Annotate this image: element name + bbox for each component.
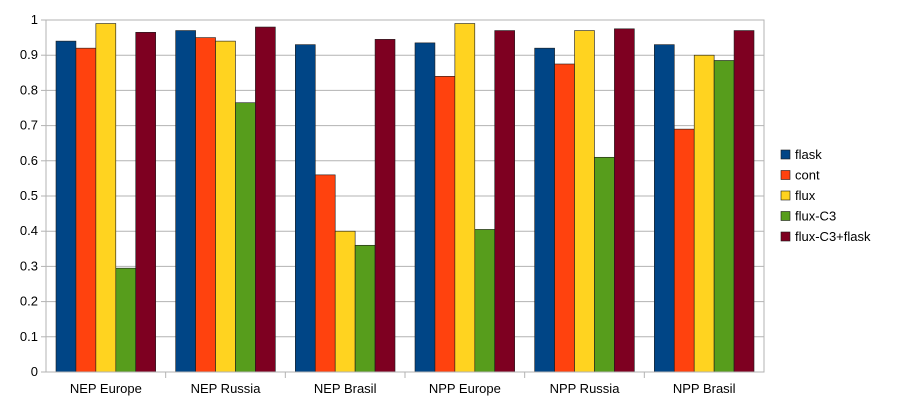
y-tick-label: 0.3: [20, 258, 38, 273]
bar-flux-c3: [235, 102, 256, 373]
x-tick-label: NEP Europe: [70, 381, 142, 396]
x-tick-label: NEP Russia: [191, 381, 262, 396]
bar-cont: [75, 47, 97, 373]
bar-flux-c3-flask: [494, 30, 515, 373]
bar-cont: [434, 76, 456, 373]
bars: [55, 23, 755, 373]
bar-cont: [673, 128, 695, 373]
bar-cont: [195, 37, 216, 373]
bar-flask: [175, 30, 196, 373]
plot-frame: [45, 19, 765, 373]
legend-swatch: [780, 170, 791, 180]
bar-flux-c3-flask: [135, 32, 156, 373]
bar-flask: [295, 44, 316, 373]
bar-flask: [654, 44, 675, 373]
bar-flask: [534, 47, 555, 373]
bar-flux-c3: [115, 267, 137, 373]
bar-flask: [55, 40, 77, 373]
legend-label: flux-C3+flask: [795, 229, 871, 244]
y-tick-label: 0.1: [20, 329, 38, 344]
x-tick-label: NPP Russia: [550, 381, 621, 396]
bar-flux-c3: [594, 156, 615, 373]
x-tick-label: NPP Brasil: [673, 381, 736, 396]
y-tick-label: 0.2: [20, 294, 38, 309]
legend-label: cont: [795, 168, 820, 183]
legend: flask cont flux flux-C3 flux-C3+flask: [780, 147, 871, 244]
y-tick-label: 0: [31, 364, 38, 379]
bar-flux-c3-flask: [733, 30, 755, 373]
y-tick-label: 0.5: [20, 188, 38, 203]
y-tick-labels: 0 0.1 0.2 0.3 0.4 0.5 0.6 0.7 0.8 0.9 1: [20, 12, 38, 379]
bar-flux-c3: [713, 60, 735, 373]
x-tick-labels: NEP Europe NEP Russia NEP Brasil NPP Europe…: [70, 381, 736, 396]
bar-flux-c3: [474, 229, 496, 373]
x-tick-label: NPP Europe: [429, 381, 501, 396]
bar-flux: [693, 54, 715, 373]
legend-swatch: [780, 149, 791, 160]
legend-swatch: [780, 190, 791, 201]
bar-flux-c3-flask: [255, 26, 276, 373]
bar-flux: [215, 40, 236, 373]
y-tick-label: 1: [31, 12, 38, 27]
legend-label: flux: [795, 188, 816, 203]
y-tick-label: 0.7: [20, 118, 38, 133]
bar-flux: [95, 23, 117, 373]
bar-flux: [574, 30, 595, 373]
bar-flux-c3-flask: [374, 39, 396, 373]
y-tick-label: 0.8: [20, 82, 38, 97]
legend-label: flux-C3: [795, 209, 836, 224]
bar-flux-c3-flask: [614, 28, 635, 373]
bar-cont: [554, 63, 575, 373]
x-tick-label: NEP Brasil: [314, 381, 377, 396]
bar-flux: [454, 23, 476, 373]
y-tick-label: 0.9: [20, 47, 38, 62]
bar-flux-c3: [354, 244, 376, 373]
legend-swatch: [780, 211, 791, 221]
y-tick-label: 0.6: [20, 153, 38, 168]
legend-swatch: [780, 231, 791, 242]
bar-flux: [334, 230, 356, 373]
bar-flask: [414, 42, 436, 373]
legend-label: flask: [795, 147, 822, 162]
y-tick-label: 0.4: [20, 223, 38, 238]
axes: [41, 19, 765, 378]
bar-cont: [314, 174, 336, 373]
